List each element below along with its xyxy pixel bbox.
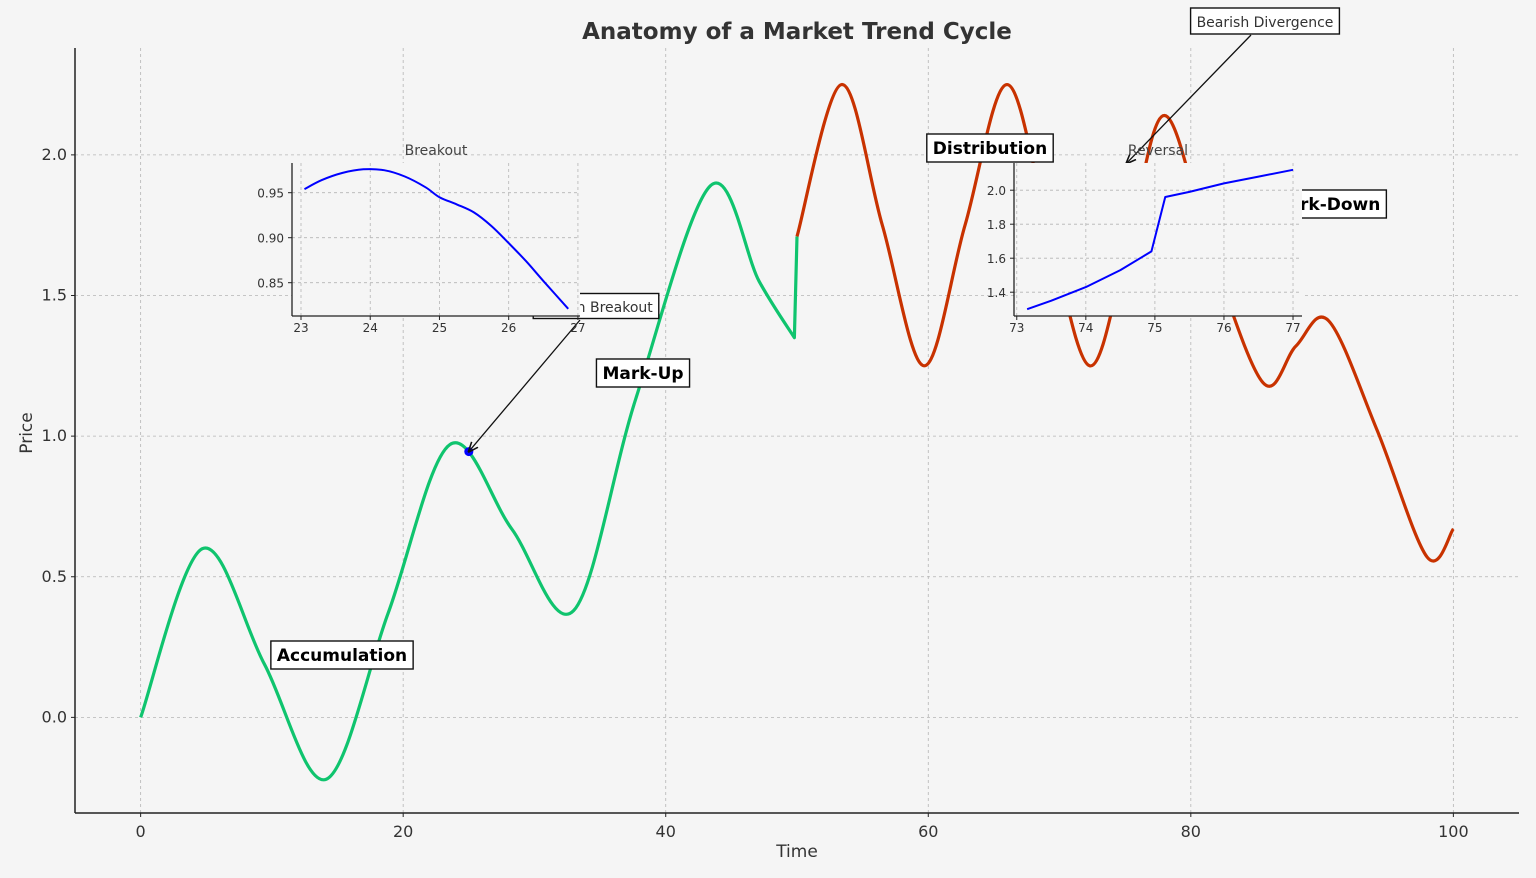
breakout-inset-series-line-0: [303, 168, 569, 310]
bearish-divergence-annotation: Bearish Divergence: [1189, 7, 1341, 35]
main-x-tick-label: 80: [1181, 822, 1201, 841]
reversal-inset-x-tick-label: 73: [1009, 321, 1024, 335]
reversal-inset-x-tick-label: 75: [1147, 321, 1162, 335]
breakout-inset-y-tick-label: 0.85: [257, 277, 284, 291]
reversal-inset-y-tick-label: 1.6: [987, 252, 1006, 266]
main-series-line-0: [139, 181, 799, 782]
phase-label-accumulation-box: [270, 640, 414, 670]
reversal-inset-y-tick-label: 1.8: [987, 218, 1006, 232]
breakout-inset-y-tick-label: 0.95: [257, 187, 284, 201]
breakout-inset-x-tick-label: 24: [363, 321, 378, 335]
breakout-inset-x-tick-label: 26: [501, 321, 516, 335]
main-x-tick-label: 40: [656, 822, 676, 841]
bearish-divergence-annotation-text: Bearish Divergence: [1197, 15, 1334, 31]
chart-title: Anatomy of a Market Trend Cycle: [582, 19, 1012, 45]
bearish-divergence-arrow: [1126, 34, 1252, 163]
main-y-tick-label: 1.5: [42, 286, 67, 305]
reversal-inset-y-tick-label: 2.0: [987, 184, 1006, 198]
breakout-inset-x-tick-label: 27: [570, 321, 585, 335]
main-y-tick-label: 1.0: [42, 426, 67, 445]
main-y-tick-label: 2.0: [42, 145, 67, 164]
main-y-tick-label: 0.5: [42, 567, 67, 586]
phase-label-mark-up-text: Mark-Up: [602, 364, 683, 384]
breakout-inset-y-tick-label: 0.90: [257, 232, 284, 246]
phase-label-mark-up-box: [595, 358, 691, 388]
reversal-inset-x-tick-label: 74: [1078, 321, 1093, 335]
reversal-inset-title: Reversal: [1128, 143, 1188, 159]
main-x-tick-label: 60: [918, 822, 938, 841]
reversal-inset-x-tick-label: 77: [1285, 321, 1300, 335]
x-axis-label: Time: [775, 842, 818, 862]
main-y-tick-label: 0.0: [42, 707, 67, 726]
phase-label-mark-up: Mark-Up: [595, 358, 691, 388]
reversal-inset-x-tick-label: 76: [1216, 321, 1231, 335]
breakout-inset-background: [292, 163, 580, 316]
breakout-inset-x-tick-label: 23: [293, 321, 308, 335]
bullish-breakout-arrow: [469, 319, 581, 452]
main-x-tick-label: 20: [393, 822, 413, 841]
reversal-inset-background: [1014, 163, 1302, 316]
phase-label-accumulation-text: Accumulation: [277, 646, 407, 666]
bearish-divergence-annotation-box: [1189, 7, 1341, 35]
breakout-inset-x-tick-label: 25: [432, 321, 447, 335]
main-x-tick-label: 100: [1438, 822, 1469, 841]
phase-label-distribution-text: Distribution: [933, 139, 1047, 159]
main-series-line-1: [795, 82, 1455, 563]
reversal-inset-series-line-0: [1026, 168, 1294, 311]
main-x-tick-label: 0: [136, 822, 146, 841]
phase-label-accumulation: Accumulation: [270, 640, 414, 670]
phase-label-distribution: Distribution: [926, 133, 1054, 163]
phase-label-distribution-box: [926, 133, 1054, 163]
breakout-inset-title: Breakout: [405, 143, 468, 159]
y-axis-label: Price: [17, 412, 37, 453]
reversal-inset-y-tick-label: 1.4: [987, 286, 1006, 300]
